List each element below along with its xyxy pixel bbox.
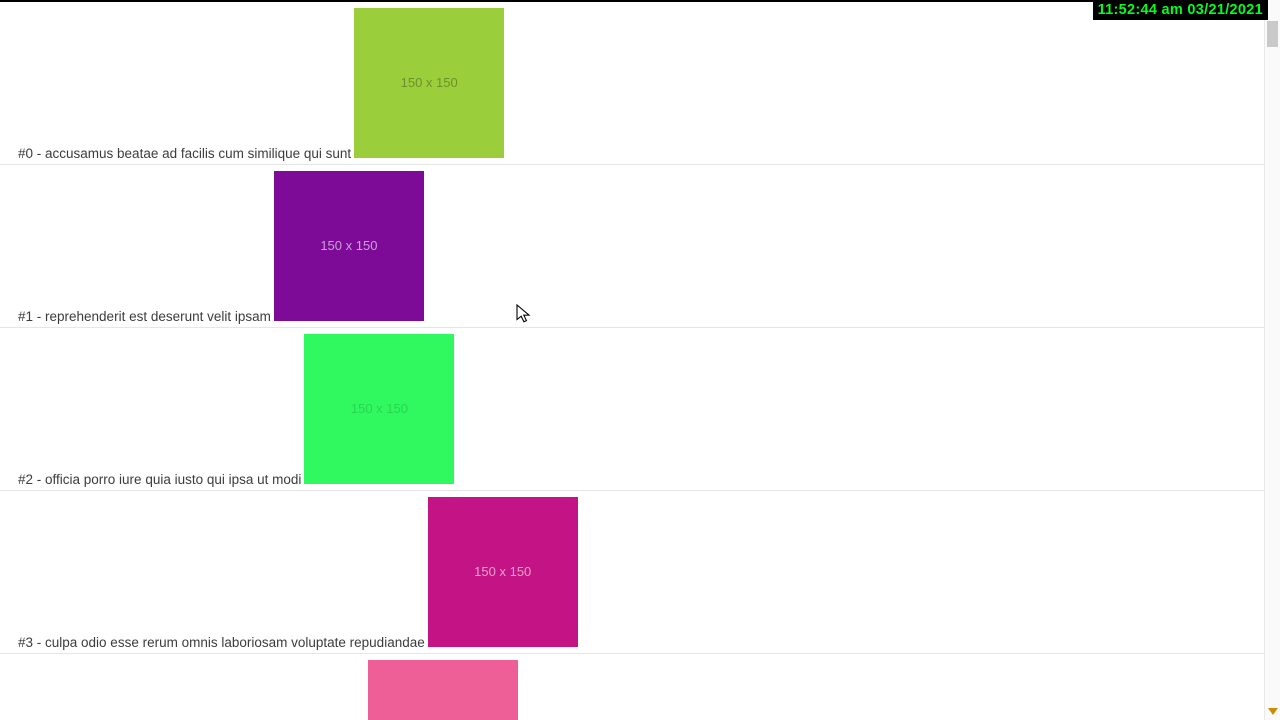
- placeholder-label: 150 x 150: [320, 238, 378, 253]
- placeholder-label: 150 x 150: [400, 75, 458, 90]
- list-item: 150 x 150: [0, 654, 1264, 720]
- placeholder-image: 150 x 150: [304, 334, 455, 484]
- placeholder-label: 150 x 150: [368, 660, 518, 720]
- list-item: #3 - culpa odio esse rerum omnis laborio…: [0, 491, 1264, 654]
- item-caption: #1 - reprehenderit est deserunt velit ip…: [18, 309, 271, 324]
- chevron-down-icon: [1267, 708, 1278, 715]
- placeholder-image: 150 x 150: [427, 497, 578, 647]
- placeholder-image: 150 x 150: [368, 660, 518, 720]
- scroll-down-button[interactable]: [1265, 703, 1280, 720]
- item-caption: #0 - accusamus beatae ad facilis cum sim…: [18, 146, 352, 161]
- placeholder-label: 150 x 150: [350, 401, 408, 416]
- placeholder-image: 150 x 150: [354, 8, 505, 158]
- scrollbar-thumb[interactable]: [1267, 21, 1278, 47]
- list-item: #2 - officia porro iure quia iusto qui i…: [0, 328, 1264, 491]
- list-item: #1 - reprehenderit est deserunt velit ip…: [0, 165, 1264, 328]
- window-top-border: [0, 0, 1268, 2]
- placeholder-image: 150 x 150: [273, 171, 424, 321]
- list-item: #0 - accusamus beatae ad facilis cum sim…: [0, 2, 1264, 165]
- item-caption: #2 - officia porro iure quia iusto qui i…: [18, 472, 302, 487]
- scrollbar[interactable]: [1264, 0, 1280, 720]
- placeholder-label: 150 x 150: [474, 564, 532, 579]
- item-caption: #3 - culpa odio esse rerum omnis laborio…: [18, 635, 425, 650]
- recording-timestamp: 11:52:44 am 03/21/2021: [1092, 0, 1268, 20]
